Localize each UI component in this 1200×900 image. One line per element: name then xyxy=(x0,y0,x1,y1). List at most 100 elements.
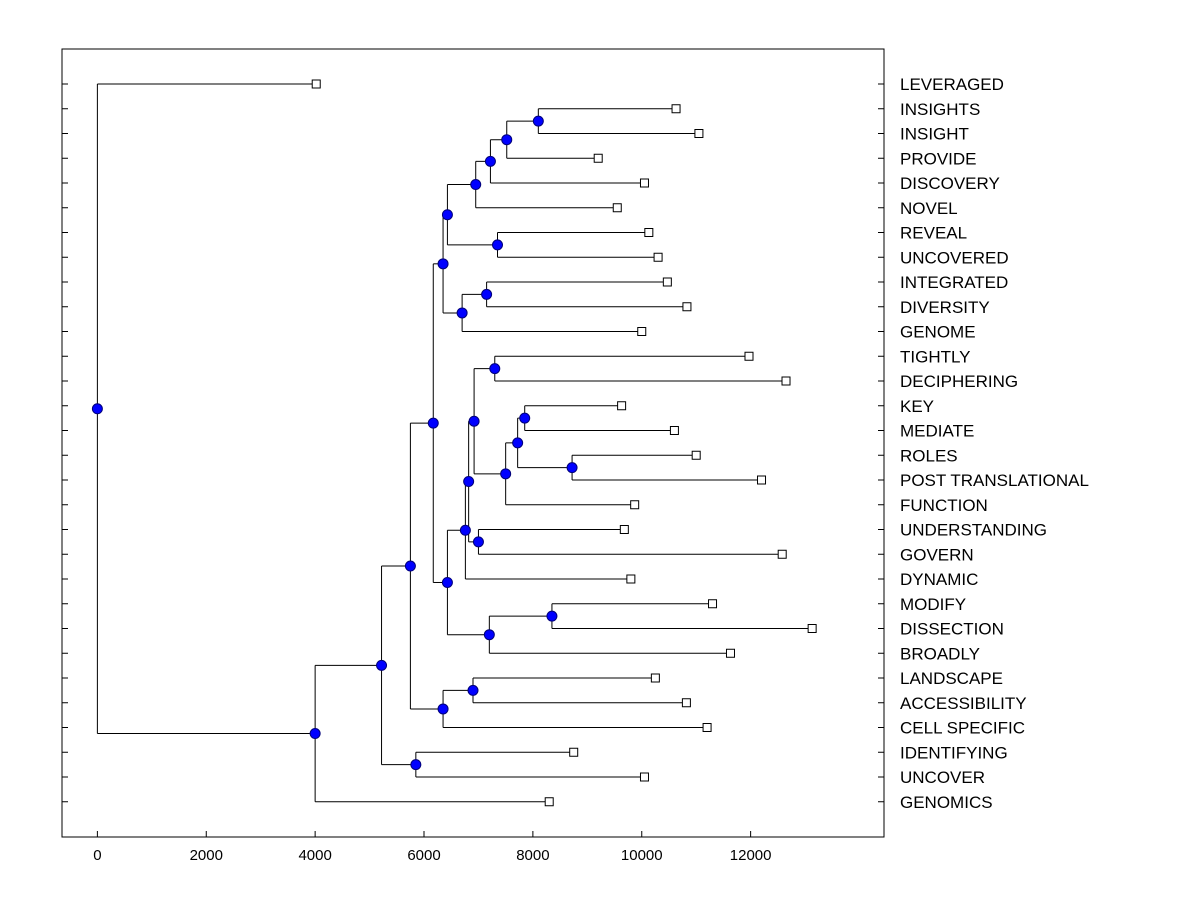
merge-node xyxy=(512,437,524,449)
merge-node xyxy=(519,412,531,424)
leaf-marker xyxy=(691,450,701,460)
leaf-label: LEVERAGED xyxy=(900,75,1004,94)
leaf-marker xyxy=(725,648,735,658)
merge-node xyxy=(470,179,482,191)
leaf-label: GENOMICS xyxy=(900,793,993,812)
leaf-marker xyxy=(637,327,647,336)
leaf-tick-marks xyxy=(62,83,884,803)
merge-node xyxy=(468,415,480,427)
dendrogram-branches xyxy=(96,83,813,803)
merge-node xyxy=(427,417,439,429)
leaf-label: DYNAMIC xyxy=(900,570,978,589)
leaf-label: LANDSCAPE xyxy=(900,669,1003,688)
leaf-marker xyxy=(626,574,636,584)
x-tick-label: 10000 xyxy=(621,847,663,864)
merge-node xyxy=(481,288,493,300)
merge-node xyxy=(491,239,503,251)
x-tick-label: 0 xyxy=(93,847,101,864)
merge-node-markers xyxy=(91,115,578,771)
x-tick-label: 4000 xyxy=(298,847,331,864)
merge-node xyxy=(472,536,484,548)
leaf-marker xyxy=(662,277,672,287)
merge-node xyxy=(501,134,513,146)
merge-node xyxy=(483,629,495,641)
leaf-marker xyxy=(311,79,321,89)
leaf-label: INSIGHT xyxy=(900,125,969,144)
leaf-marker xyxy=(682,302,692,312)
leaf-marker xyxy=(757,475,767,485)
leaf-label: IDENTIFYING xyxy=(900,743,1008,762)
leaf-label: DECIPHERING xyxy=(900,372,1018,391)
x-tick-label: 12000 xyxy=(730,847,772,864)
leaf-label: GENOME xyxy=(900,323,976,342)
leaf-label: ROLES xyxy=(900,446,958,465)
leaf-label: DIVERSITY xyxy=(900,298,990,317)
leaf-marker xyxy=(630,500,640,510)
leaf-label: INSIGHTS xyxy=(900,100,980,119)
x-tick-label: 8000 xyxy=(516,847,549,864)
merge-node xyxy=(463,476,475,488)
leaf-label: GOVERN xyxy=(900,545,974,564)
leaf-label: UNDERSTANDING xyxy=(900,521,1047,540)
leaf-marker xyxy=(781,376,791,386)
leaf-label: UNCOVER xyxy=(900,768,985,787)
x-tick-label: 2000 xyxy=(190,847,223,864)
merge-node xyxy=(484,155,496,167)
merge-node xyxy=(404,560,416,572)
leaf-marker xyxy=(619,525,629,534)
leaf-label: MEDIATE xyxy=(900,422,974,441)
leaf-label: ACCESSIBILITY xyxy=(900,694,1027,713)
merge-node xyxy=(489,363,501,375)
leaf-label: FUNCTION xyxy=(900,496,988,515)
merge-node xyxy=(459,524,471,536)
merge-node xyxy=(309,728,321,740)
leaf-label: REVEAL xyxy=(900,224,967,243)
merge-node xyxy=(566,462,578,474)
leaf-marker xyxy=(669,426,679,435)
leaf-marker xyxy=(694,129,704,138)
merge-node xyxy=(456,307,468,319)
merge-node xyxy=(546,610,558,622)
merge-node xyxy=(441,576,453,588)
leaf-markers xyxy=(311,79,817,807)
leaf-marker xyxy=(612,203,622,213)
merge-node xyxy=(532,115,544,127)
leaf-label: NOVEL xyxy=(900,199,958,218)
leaf-label: MODIFY xyxy=(900,595,966,614)
merge-node xyxy=(437,703,449,715)
leaf-label: DISSECTION xyxy=(900,620,1004,639)
leaf-labels: LEVERAGED INSIGHTS INSIGHT PROVIDE DISCOVERY… xyxy=(900,75,1089,812)
leaf-marker xyxy=(653,252,663,262)
leaf-marker xyxy=(807,624,817,633)
leaf-marker xyxy=(569,747,579,757)
leaf-label: UNCOVERED xyxy=(900,248,1009,267)
leaf-marker xyxy=(639,772,649,782)
merge-node xyxy=(376,659,388,671)
leaf-marker xyxy=(544,797,554,807)
leaf-marker xyxy=(708,599,718,609)
x-tick-label: 6000 xyxy=(407,847,440,864)
leaf-label: DISCOVERY xyxy=(900,174,1000,193)
leaf-label: BROADLY xyxy=(900,644,980,663)
leaf-marker xyxy=(650,673,660,683)
leaf-marker xyxy=(593,153,603,163)
leaf-label: POST TRANSLATIONAL xyxy=(900,471,1089,490)
plot-frame xyxy=(61,48,885,838)
leaf-marker xyxy=(702,723,712,732)
merge-node xyxy=(437,258,449,270)
leaf-marker xyxy=(777,549,787,559)
leaf-label: INTEGRATED xyxy=(900,273,1008,292)
leaf-marker xyxy=(681,698,691,708)
leaf-label: KEY xyxy=(900,397,934,416)
leaf-marker xyxy=(639,178,649,188)
leaf-label: PROVIDE xyxy=(900,149,977,168)
leaf-marker xyxy=(744,351,754,361)
leaf-marker xyxy=(644,228,654,237)
merge-node xyxy=(467,684,479,696)
merge-node xyxy=(91,403,103,415)
merge-node xyxy=(441,209,453,221)
leaf-label: TIGHTLY xyxy=(900,347,971,366)
merge-node xyxy=(500,468,512,480)
x-axis-ticks: 0 2000 4000 6000 8000 10000 12000 xyxy=(93,831,771,864)
